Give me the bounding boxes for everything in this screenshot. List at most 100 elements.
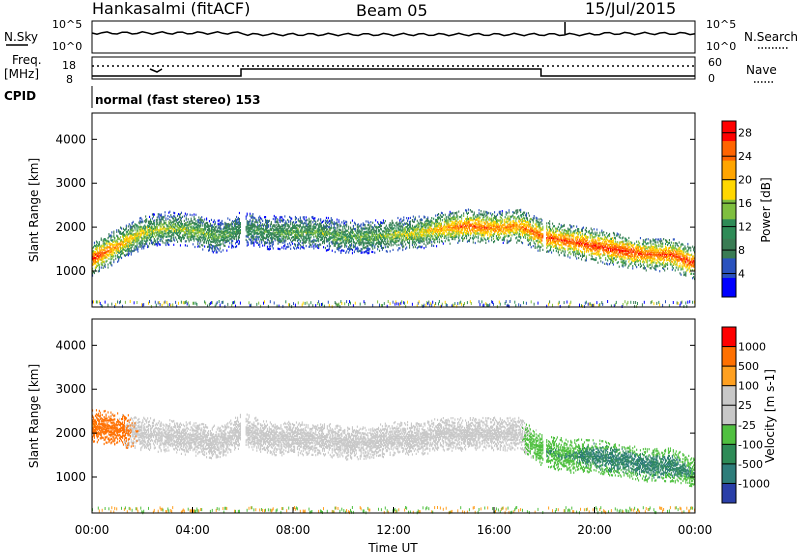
range-gate-cell bbox=[388, 240, 389, 242]
range-gate-cell bbox=[462, 232, 463, 234]
range-gate-cell bbox=[338, 231, 339, 233]
range-gate-cell bbox=[519, 221, 520, 223]
range-gate-cell bbox=[117, 241, 118, 243]
range-gate-cell bbox=[267, 220, 268, 222]
range-gate-cell bbox=[284, 215, 285, 217]
range-gate-cell bbox=[270, 224, 271, 226]
range-gate-cell bbox=[137, 230, 138, 232]
range-gate-cell bbox=[468, 212, 469, 214]
range-gate-cell bbox=[278, 243, 279, 245]
ground-scatter-cell bbox=[514, 301, 515, 304]
range-gate-cell bbox=[315, 226, 316, 228]
range-gate-cell bbox=[95, 267, 96, 269]
range-gate-cell bbox=[105, 264, 106, 266]
range-gate-cell bbox=[191, 218, 192, 220]
range-gate-cell bbox=[419, 223, 420, 225]
range-gate-cell bbox=[517, 232, 518, 234]
range-gate-cell bbox=[534, 236, 535, 238]
range-gate-cell bbox=[154, 222, 155, 224]
range-gate-cell bbox=[106, 251, 107, 253]
range-gate-cell bbox=[298, 247, 299, 249]
range-gate-cell bbox=[370, 244, 371, 246]
range-gate-cell bbox=[114, 247, 115, 249]
ground-scatter-cell bbox=[142, 304, 143, 307]
range-gate-cell bbox=[195, 214, 196, 216]
range-gate-cell bbox=[468, 221, 469, 223]
range-gate-cell bbox=[235, 231, 236, 233]
range-gate-cell bbox=[534, 215, 535, 217]
range-gate-cell bbox=[246, 218, 247, 220]
range-gate-cell bbox=[479, 216, 480, 218]
range-gate-cell bbox=[506, 218, 507, 220]
range-gate-cell bbox=[255, 236, 256, 238]
range-gate-cell bbox=[296, 224, 297, 226]
range-gate-cell bbox=[399, 219, 400, 221]
range-gate-cell bbox=[413, 232, 414, 234]
range-gate-cell bbox=[522, 223, 523, 225]
range-gate-cell bbox=[393, 231, 394, 233]
range-gate-cell bbox=[104, 244, 105, 246]
range-gate-cell bbox=[324, 225, 325, 227]
range-gate-cell bbox=[312, 221, 313, 223]
range-gate-cell bbox=[381, 245, 382, 247]
range-gate-cell bbox=[255, 241, 256, 243]
range-gate-cell bbox=[169, 235, 170, 237]
range-gate-cell bbox=[431, 217, 432, 219]
ground-scatter-cell bbox=[184, 301, 185, 304]
range-gate-cell bbox=[404, 222, 405, 224]
range-gate-cell bbox=[393, 228, 394, 230]
range-gate-cell bbox=[108, 264, 109, 266]
range-gate-cell bbox=[132, 233, 133, 235]
range-gate-cell bbox=[387, 238, 388, 240]
range-gate-cell bbox=[414, 243, 415, 245]
range-gate-cell bbox=[141, 242, 142, 244]
range-gate-cell bbox=[295, 239, 296, 241]
range-gate-cell bbox=[415, 246, 416, 248]
range-gate-cell bbox=[417, 234, 418, 236]
range-gate-cell bbox=[305, 229, 306, 231]
range-gate-cell bbox=[414, 241, 415, 243]
range-gate-cell bbox=[113, 231, 114, 233]
range-gate-cell bbox=[203, 234, 204, 236]
range-gate-cell bbox=[283, 236, 284, 238]
range-gate-cell bbox=[233, 230, 234, 232]
range-gate-cell bbox=[197, 224, 198, 226]
ground-scatter-cell bbox=[117, 301, 118, 304]
range-gate-cell bbox=[118, 229, 119, 231]
range-gate-cell bbox=[251, 241, 252, 243]
range-gate-cell bbox=[236, 238, 237, 240]
range-gate-cell bbox=[155, 226, 156, 228]
range-gate-cell bbox=[233, 233, 234, 235]
range-gate-cell bbox=[423, 231, 424, 233]
range-gate-cell bbox=[202, 244, 203, 246]
range-gate-cell bbox=[402, 243, 403, 245]
range-gate-cell bbox=[203, 228, 204, 230]
range-gate-cell bbox=[184, 228, 185, 230]
range-gate-cell bbox=[315, 223, 316, 225]
range-gate-cell bbox=[283, 240, 284, 242]
range-gate-cell bbox=[431, 220, 432, 222]
range-gate-cell bbox=[424, 247, 425, 249]
range-gate-cell bbox=[178, 235, 179, 237]
range-gate-cell bbox=[346, 225, 347, 227]
range-gate-cell bbox=[436, 223, 437, 225]
range-gate-cell bbox=[321, 230, 322, 232]
ground-scatter-cell bbox=[365, 302, 366, 305]
range-gate-cell bbox=[318, 238, 319, 240]
range-gate-cell bbox=[130, 232, 131, 234]
range-gate-cell bbox=[307, 233, 308, 235]
range-gate-cell bbox=[204, 218, 205, 220]
range-gate-cell bbox=[258, 238, 259, 240]
range-gate-cell bbox=[423, 240, 424, 242]
range-gate-cell bbox=[474, 237, 475, 239]
range-gate-cell bbox=[143, 226, 144, 228]
range-gate-cell bbox=[347, 240, 348, 242]
range-gate-cell bbox=[138, 238, 139, 240]
range-gate-cell bbox=[480, 227, 481, 229]
range-gate-cell bbox=[442, 219, 443, 221]
range-gate-cell bbox=[494, 211, 495, 213]
range-gate-cell bbox=[177, 215, 178, 217]
range-gate-cell bbox=[341, 234, 342, 236]
range-gate-cell bbox=[258, 225, 259, 227]
range-gate-cell bbox=[305, 220, 306, 222]
